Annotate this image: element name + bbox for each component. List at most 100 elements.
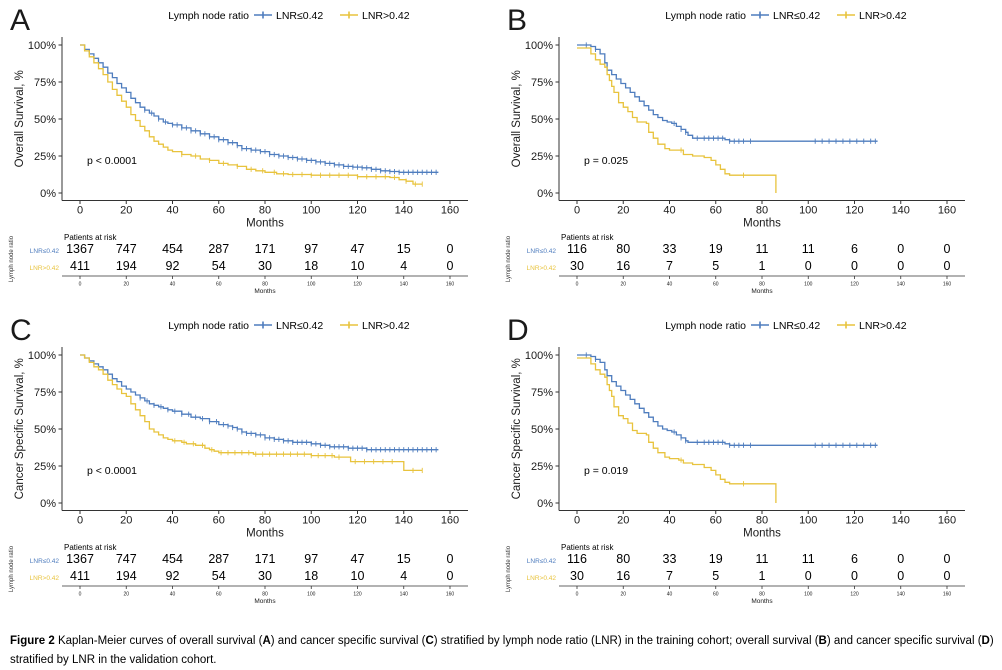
x-tick-label: 20 [120,205,132,217]
x-tick-label: 60 [213,205,225,217]
risk-axis-tick-label: 140 [897,282,906,288]
survival-curves [80,44,439,187]
y-axis-title: Cancer Specific Survival, % [14,358,26,499]
risk-count: 0 [897,569,904,583]
risk-axis-tick-label: 100 [307,282,316,288]
x-axis: 0 20 40 60 80 100 120 140 160 [62,200,468,217]
y-tick-label: 25% [34,151,56,163]
caption-segment: ) and cancer specific survival ( [826,635,982,647]
risk-table-axis-label: Lymph node ratio [506,235,512,282]
risk-axis-tick-label: 0 [79,592,82,598]
risk-count: 11 [756,552,769,566]
risk-count: 1367 [66,242,94,256]
x-tick-label: 100 [302,205,320,217]
p-value-label: p = 0.025 [584,155,628,167]
caption-segment: B [818,635,827,647]
risk-count: 6 [851,552,858,566]
risk-row-label: LNR≤0.42 [30,558,60,565]
caption-segment: Kaplan-Meier curves of overall survival … [57,635,263,647]
legend-high-label: LNR>0.42 [362,10,410,22]
risk-count: 97 [304,242,318,256]
risk-axis-tick-label: 140 [400,592,409,598]
risk-count: 92 [166,569,180,583]
x-tick-label: 160 [441,515,459,527]
risk-count: 0 [447,569,454,583]
risk-axis-tick-label: 60 [216,592,222,598]
risk-axis-tick-label: 80 [262,282,268,288]
risk-count: 30 [258,569,272,583]
risk-count: 0 [897,242,904,256]
y-tick-label: 100% [28,40,56,52]
risk-axis-tick-label: 160 [943,282,952,288]
legend-title: Lymph node ratio [665,320,746,332]
risk-axis-title: Months [254,288,276,295]
caption-segment: A [262,635,271,647]
risk-axis-title: Months [751,288,773,295]
y-tick-label: 25% [531,151,553,163]
legend-title: Lymph node ratio [665,10,746,22]
x-tick-label: 60 [710,205,722,217]
caption-segment: ) and cancer specific survival ( [270,635,426,647]
panel-letter: C [10,314,32,347]
risk-count: 92 [166,259,180,273]
x-tick-label: 40 [166,515,178,527]
risk-count: 5 [712,259,719,273]
p-value-label: p < 0.0001 [87,465,137,477]
censor-marks-high [181,151,423,187]
risk-count: 30 [258,259,272,273]
legend-high-label: LNR>0.42 [859,10,907,22]
risk-count: 1 [759,259,766,273]
x-tick-label: 120 [348,205,366,217]
y-tick-label: 0% [40,498,56,510]
curve-high [80,354,423,472]
risk-count: 116 [567,552,587,566]
km-panel-b: B Lymph node ratio LNR≤0.42 LNR>0.42 0% 25% 50… [499,0,996,312]
curve-low [577,354,878,446]
risk-count: 194 [116,569,137,583]
x-tick-label: 80 [259,205,271,217]
censor-marks-low [139,395,437,453]
legend-low-label: LNR≤0.42 [773,10,820,22]
risk-count: 171 [255,242,276,256]
risk-axis-tick-label: 0 [576,282,579,288]
x-tick-label: 120 [348,515,366,527]
risk-row-label: LNR>0.42 [527,265,557,272]
x-tick-label: 80 [259,515,271,527]
risk-count: 10 [351,569,365,583]
risk-count: 18 [304,569,318,583]
risk-count: 7 [666,569,673,583]
risk-count: 747 [116,242,137,256]
risk-axis-tick-label: 0 [576,592,579,598]
x-tick-label: 60 [213,515,225,527]
risk-count: 11 [756,242,769,256]
risk-axis-tick-label: 80 [759,592,765,598]
y-axis: 0% 25% 50% 75% 100% [28,347,63,511]
y-tick-label: 0% [537,498,553,510]
km-chart-b: B Lymph node ratio LNR≤0.42 LNR>0.420%25%50… [506,4,965,295]
risk-count: 1 [759,569,766,583]
x-tick-label: 0 [77,205,83,217]
y-axis: 0% 25% 50% 75% 100% [525,347,560,511]
risk-count: 19 [709,552,723,566]
x-tick-label: 160 [441,205,459,217]
censor-marks-low [585,42,876,144]
p-value-label: p = 0.019 [584,465,628,477]
legend-low-label: LNR≤0.42 [276,10,323,22]
risk-axis-tick-label: 40 [667,592,673,598]
survival-curves [80,354,439,474]
risk-count: 54 [212,569,226,583]
survival-curves [577,352,878,503]
risk-axis-title: Months [751,598,773,605]
km-panel-c: C Lymph node ratio LNR≤0.42 LNR>0.42 0% 25% 50… [2,310,499,622]
y-tick-label: 75% [531,387,553,399]
risk-count: 54 [212,259,226,273]
panel-letter: D [507,314,529,347]
risk-count: 15 [397,552,411,566]
panel-letter: B [507,4,527,37]
y-tick-label: 50% [531,424,553,436]
risk-count: 0 [897,552,904,566]
x-tick-label: 160 [938,205,956,217]
risk-table-header: Patients at risk [561,233,614,242]
caption-segment: ) stratified by lymph node ratio (LNR) i… [433,635,819,647]
